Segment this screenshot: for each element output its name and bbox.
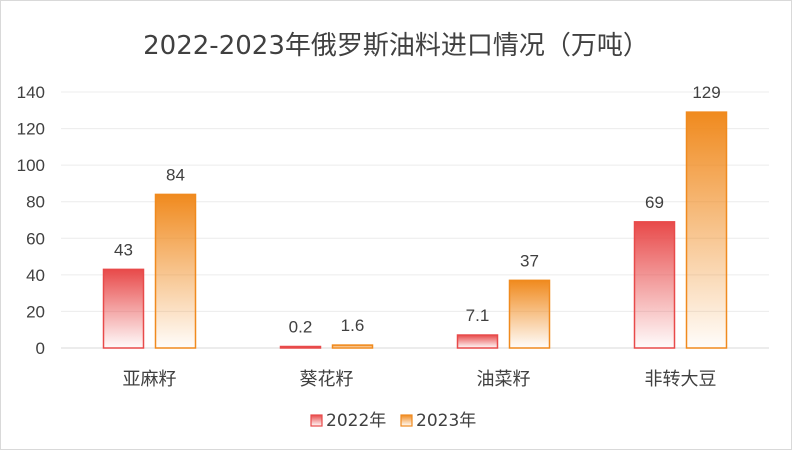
data-label: 7.1 — [466, 306, 490, 325]
x-axis: 亚麻籽 葵花籽 油菜籽 非转大豆 — [123, 369, 717, 390]
legend-swatch — [310, 414, 323, 427]
legend-label: 2022年 — [326, 411, 386, 431]
y-tick-label: 140 — [17, 83, 45, 102]
category-label: 葵花籽 — [300, 369, 354, 390]
category-label: 油菜籽 — [477, 369, 531, 390]
bar-2-1 — [154, 193, 197, 349]
y-tick-label: 40 — [26, 266, 45, 285]
category-label: 亚麻籽 — [123, 369, 177, 390]
bars — [102, 111, 728, 349]
data-label: 37 — [520, 251, 539, 270]
bar-1-2 — [279, 345, 322, 349]
bar-2-2 — [331, 344, 374, 349]
y-tick-label: 100 — [17, 156, 45, 175]
chart-title: 2022-2023年俄罗斯油料进口情况（万吨） — [143, 31, 649, 61]
y-tick-label: 80 — [26, 193, 45, 212]
data-label: 84 — [166, 165, 185, 184]
legend: 2022年 2023年 — [310, 411, 476, 431]
data-labels: 43 84 0.2 1.6 7.1 37 69 129 — [114, 83, 721, 336]
y-tick-label: 60 — [26, 229, 45, 248]
bar-2-3 — [508, 279, 551, 349]
y-tick-label: 20 — [26, 302, 45, 321]
data-label: 69 — [645, 193, 664, 212]
data-label: 1.6 — [341, 316, 365, 335]
bar-1-4 — [633, 221, 676, 349]
category-label: 非转大豆 — [645, 369, 717, 390]
legend-swatch — [400, 414, 413, 427]
legend-label: 2023年 — [416, 411, 476, 431]
data-label: 0.2 — [289, 318, 313, 337]
data-label: 129 — [692, 83, 720, 102]
data-label: 43 — [114, 240, 133, 259]
y-axis: 0 20 40 60 80 100 120 140 — [17, 83, 45, 358]
bar-2-4 — [685, 111, 728, 349]
bar-1-1 — [102, 268, 145, 349]
legend-item: 2022年 — [310, 411, 386, 431]
y-tick-label: 120 — [17, 120, 45, 139]
y-tick-label: 0 — [36, 339, 45, 358]
legend-item: 2023年 — [400, 411, 476, 431]
bar-1-3 — [456, 334, 499, 349]
